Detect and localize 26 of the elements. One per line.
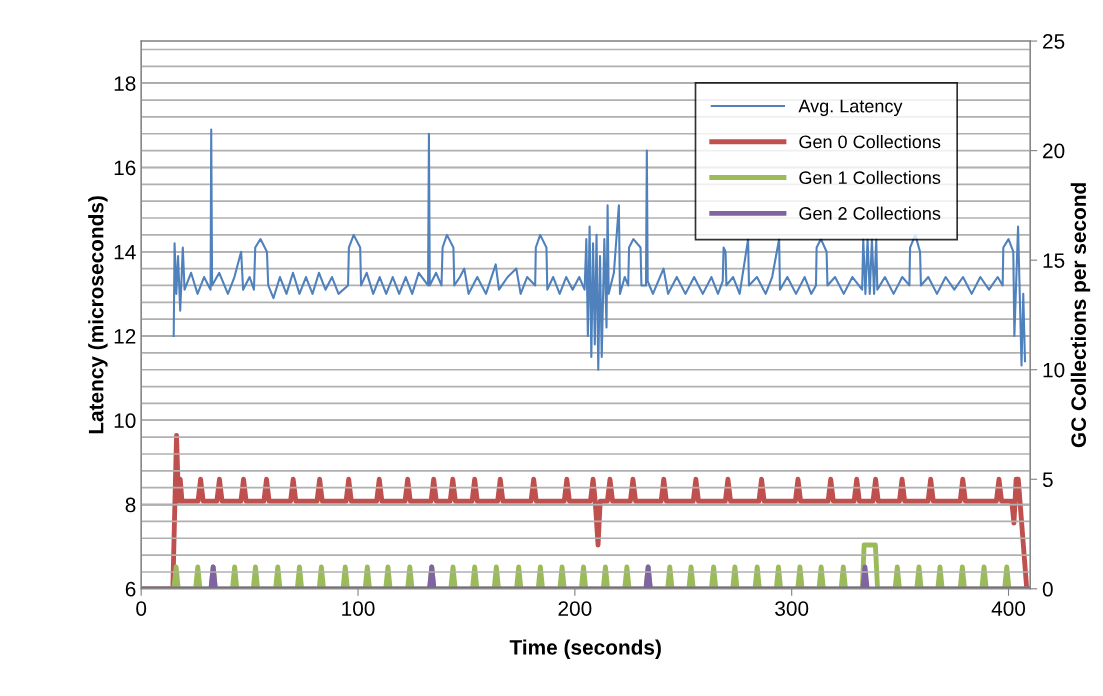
y2-tick-label: 5	[1042, 472, 1053, 488]
y2-tick-label: 10	[1043, 362, 1065, 378]
x-tick-label: 200	[558, 601, 592, 616]
legend-label: Gen 2 Collections	[799, 206, 941, 220]
y2-tick-label: 20	[1043, 143, 1065, 159]
y-tick-label: 18	[114, 76, 136, 91]
y-axis-title: Latency (microseconds)	[88, 196, 108, 434]
legend-label: Gen 0 Collections	[799, 135, 941, 149]
y-tick-label: 14	[114, 244, 136, 260]
y-tick-label: 12	[114, 329, 136, 344]
x-tick-label: 400	[991, 601, 1026, 616]
x-tick-label: 0	[136, 601, 147, 616]
y-tick-label: 16	[114, 160, 136, 176]
y2-tick-label: 0	[1042, 581, 1053, 597]
line-series	[172, 128, 1027, 371]
x-tick-label: 300	[775, 601, 809, 616]
y-tick-label: 10	[114, 413, 136, 429]
y2-tick-label: 25	[1043, 34, 1065, 49]
y-tick-label: 8	[125, 497, 136, 513]
y2-axis-title: GC Collections per second	[1070, 183, 1091, 448]
legend-label: Avg. Latency	[798, 99, 903, 117]
y2-tick-label: 15	[1043, 253, 1065, 268]
x-axis-title: Time (seconds)	[509, 639, 661, 659]
x-tick-label: 100	[342, 601, 375, 616]
y-tick-label: 6	[125, 581, 136, 597]
legend-label: Gen 1 Collections	[799, 170, 941, 185]
